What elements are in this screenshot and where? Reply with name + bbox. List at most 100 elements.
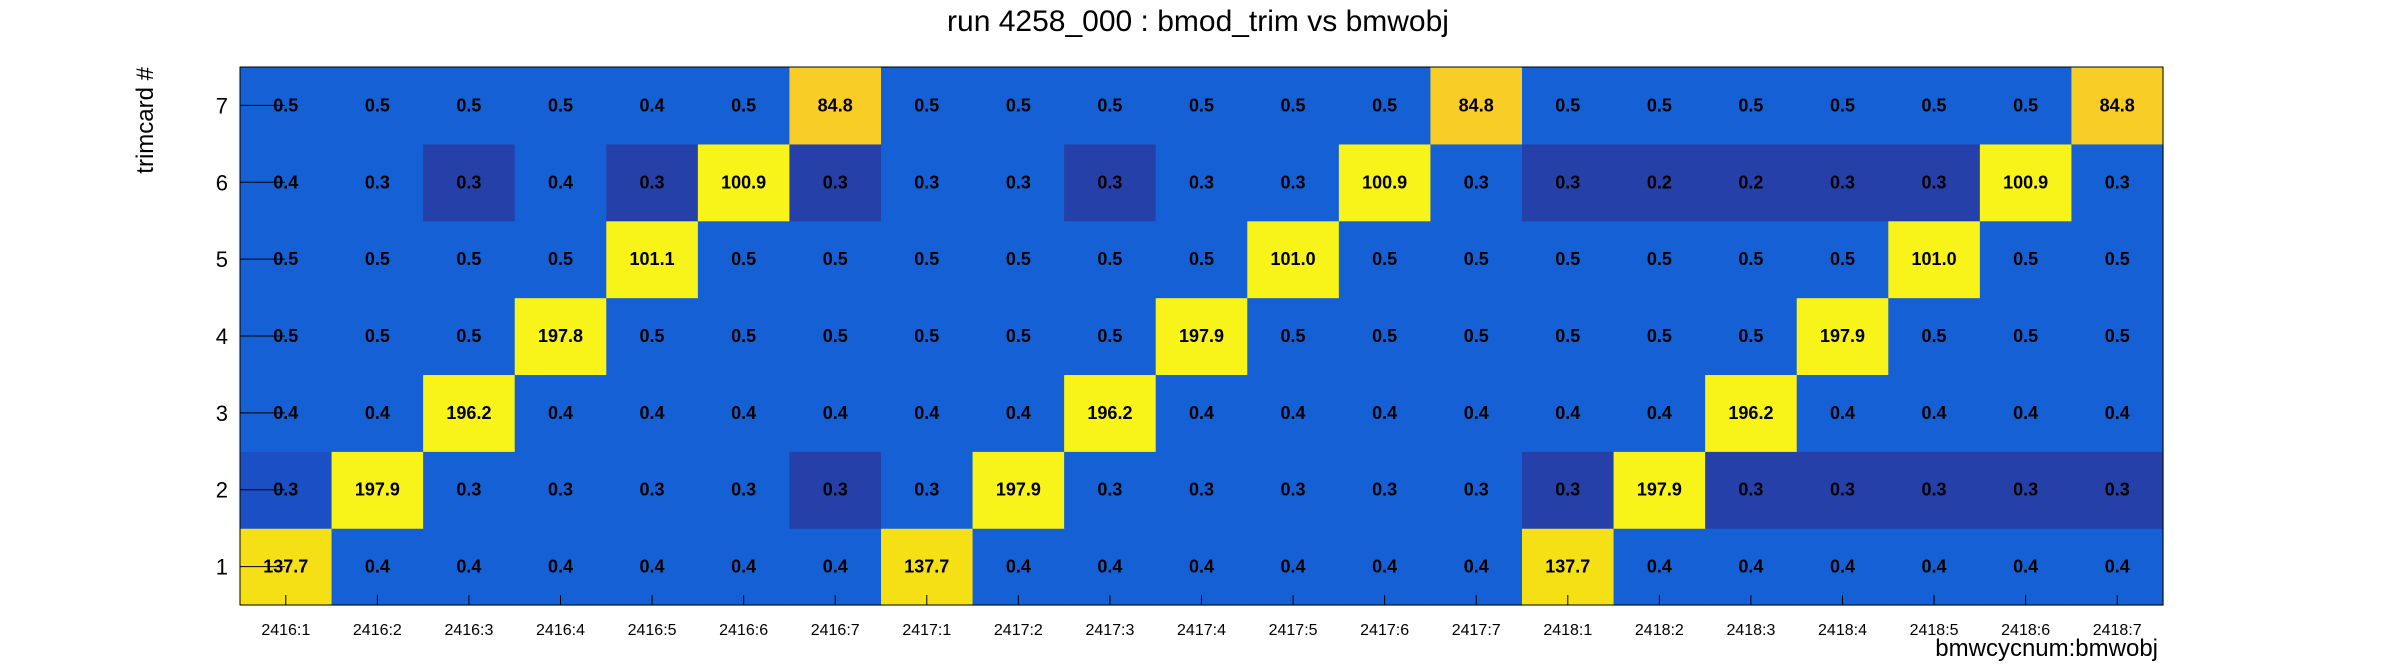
cell-value-label: 0.3 bbox=[1830, 172, 1855, 192]
heatmap-cell bbox=[514, 143, 607, 222]
heatmap-cell bbox=[1338, 374, 1432, 452]
heatmap-cell bbox=[1247, 67, 1340, 145]
cell-value-label: 0.5 bbox=[273, 95, 298, 115]
cell-value-label: 0.4 bbox=[1464, 403, 1489, 423]
cell-value-label: 0.5 bbox=[1555, 249, 1580, 269]
heatmap-cell bbox=[697, 451, 791, 529]
heatmap-cell bbox=[1155, 451, 1248, 529]
heatmap-cell bbox=[697, 67, 791, 145]
cell-value-label: 0.5 bbox=[823, 326, 848, 346]
heatmap-cell bbox=[1338, 297, 1432, 376]
cell-value-label: 137.7 bbox=[263, 557, 308, 577]
cell-value-label: 0.4 bbox=[2105, 403, 2130, 423]
heatmap-cell bbox=[972, 220, 1065, 299]
x-tick-label: 2418:3 bbox=[1726, 622, 1775, 639]
heatmap-cell bbox=[1979, 374, 2073, 452]
cell-value-label: 0.5 bbox=[1647, 326, 1672, 346]
cell-value-label: 0.3 bbox=[731, 480, 756, 500]
heatmap-cell bbox=[972, 374, 1065, 452]
cell-value-label: 0.5 bbox=[1006, 95, 1031, 115]
heatmap-cell bbox=[1155, 143, 1248, 222]
heatmap-cell bbox=[423, 143, 516, 222]
heatmap-cell bbox=[1796, 297, 1889, 376]
heatmap-cell bbox=[514, 451, 607, 529]
cell-value-label: 0.4 bbox=[1006, 403, 1031, 423]
heatmap-cell bbox=[606, 67, 699, 145]
heatmap-cell bbox=[1430, 374, 1523, 452]
cell-value-label: 0.5 bbox=[2013, 326, 2038, 346]
y-tick-label: 4 bbox=[216, 324, 228, 349]
cell-value-label: 0.4 bbox=[1738, 557, 1763, 577]
cell-value-label: 100.9 bbox=[721, 172, 766, 192]
cell-value-label: 0.5 bbox=[1372, 326, 1397, 346]
y-tick-label: 7 bbox=[216, 93, 228, 118]
cell-value-label: 0.4 bbox=[273, 172, 298, 192]
heatmap-cell bbox=[1064, 374, 1157, 452]
cell-value-label: 0.3 bbox=[1555, 480, 1580, 500]
heatmap-cell bbox=[1522, 528, 1615, 606]
cell-value-label: 0.5 bbox=[1097, 326, 1122, 346]
heatmap-cell bbox=[423, 374, 516, 452]
x-tick-label: 2418:2 bbox=[1635, 622, 1684, 639]
cell-value-label: 0.3 bbox=[2105, 172, 2130, 192]
heatmap-cell bbox=[1888, 143, 1981, 222]
cell-value-label: 0.5 bbox=[640, 326, 665, 346]
cell-value-label: 0.4 bbox=[1006, 557, 1031, 577]
cell-value-label: 0.4 bbox=[1189, 557, 1214, 577]
heatmap-cell bbox=[881, 220, 974, 299]
cell-value-label: 0.4 bbox=[731, 557, 756, 577]
cell-value-label: 0.5 bbox=[1006, 249, 1031, 269]
cell-value-label: 197.9 bbox=[1637, 480, 1682, 500]
heatmap-cell bbox=[331, 451, 424, 529]
cell-value-label: 0.3 bbox=[1555, 172, 1580, 192]
cell-value-label: 0.3 bbox=[914, 480, 939, 500]
heatmap-cell bbox=[1705, 143, 1798, 222]
cell-value-label: 0.5 bbox=[1097, 95, 1122, 115]
cell-value-label: 0.4 bbox=[1097, 557, 1122, 577]
heatmap-cell bbox=[789, 528, 882, 606]
cell-value-label: 0.5 bbox=[1738, 95, 1763, 115]
heatmap-cell bbox=[1430, 451, 1523, 529]
heatmap-cells bbox=[240, 67, 2164, 606]
heatmap-cell bbox=[881, 67, 974, 145]
heatmap-cell bbox=[1522, 297, 1615, 376]
cell-value-label: 0.5 bbox=[1647, 249, 1672, 269]
cell-value-label: 197.9 bbox=[1179, 326, 1224, 346]
cell-value-label: 0.4 bbox=[1281, 557, 1306, 577]
heatmap-cell bbox=[1613, 67, 1706, 145]
cell-value-label: 197.9 bbox=[355, 480, 400, 500]
x-axis-ticks: 2416:1 2416:2 2416:3 2416:4 2416:5 2416:6 2416… bbox=[261, 595, 2142, 639]
cell-value-label: 0.3 bbox=[1738, 480, 1763, 500]
heatmap-cell bbox=[514, 374, 607, 452]
cell-value-label: 0.5 bbox=[2105, 326, 2130, 346]
cell-value-label: 0.5 bbox=[273, 249, 298, 269]
heatmap-cell bbox=[1155, 67, 1248, 145]
heatmap-cell bbox=[1705, 374, 1798, 452]
cell-value-label: 137.7 bbox=[904, 557, 949, 577]
cell-value-label: 0.3 bbox=[1281, 480, 1306, 500]
cell-value-label: 0.5 bbox=[1830, 95, 1855, 115]
cell-value-label: 0.5 bbox=[1738, 326, 1763, 346]
x-tick-label: 2417:4 bbox=[1177, 622, 1226, 639]
cell-value-label: 197.9 bbox=[996, 480, 1041, 500]
heatmap-cell bbox=[1796, 220, 1889, 299]
cell-value-label: 0.5 bbox=[1922, 326, 1947, 346]
cell-value-label: 0.4 bbox=[2013, 403, 2038, 423]
heatmap-cell bbox=[881, 374, 974, 452]
cell-value-label: 197.9 bbox=[1820, 326, 1865, 346]
cell-value-label: 0.4 bbox=[1922, 557, 1947, 577]
heatmap-cell bbox=[1979, 451, 2073, 529]
heatmap-cell bbox=[331, 220, 424, 299]
x-tick-label: 2416:6 bbox=[719, 622, 768, 639]
cell-value-label: 0.5 bbox=[1555, 95, 1580, 115]
cell-value-label: 0.4 bbox=[548, 172, 573, 192]
cell-value-label: 101.0 bbox=[1271, 249, 1316, 269]
heatmap-cell bbox=[331, 297, 424, 376]
heatmap-cell bbox=[1613, 297, 1706, 376]
cell-value-label: 0.2 bbox=[1647, 172, 1672, 192]
y-tick-label: 3 bbox=[216, 401, 228, 426]
cell-value-label: 0.4 bbox=[365, 403, 390, 423]
heatmap-cell bbox=[514, 528, 607, 606]
cell-value-label: 0.5 bbox=[1281, 326, 1306, 346]
